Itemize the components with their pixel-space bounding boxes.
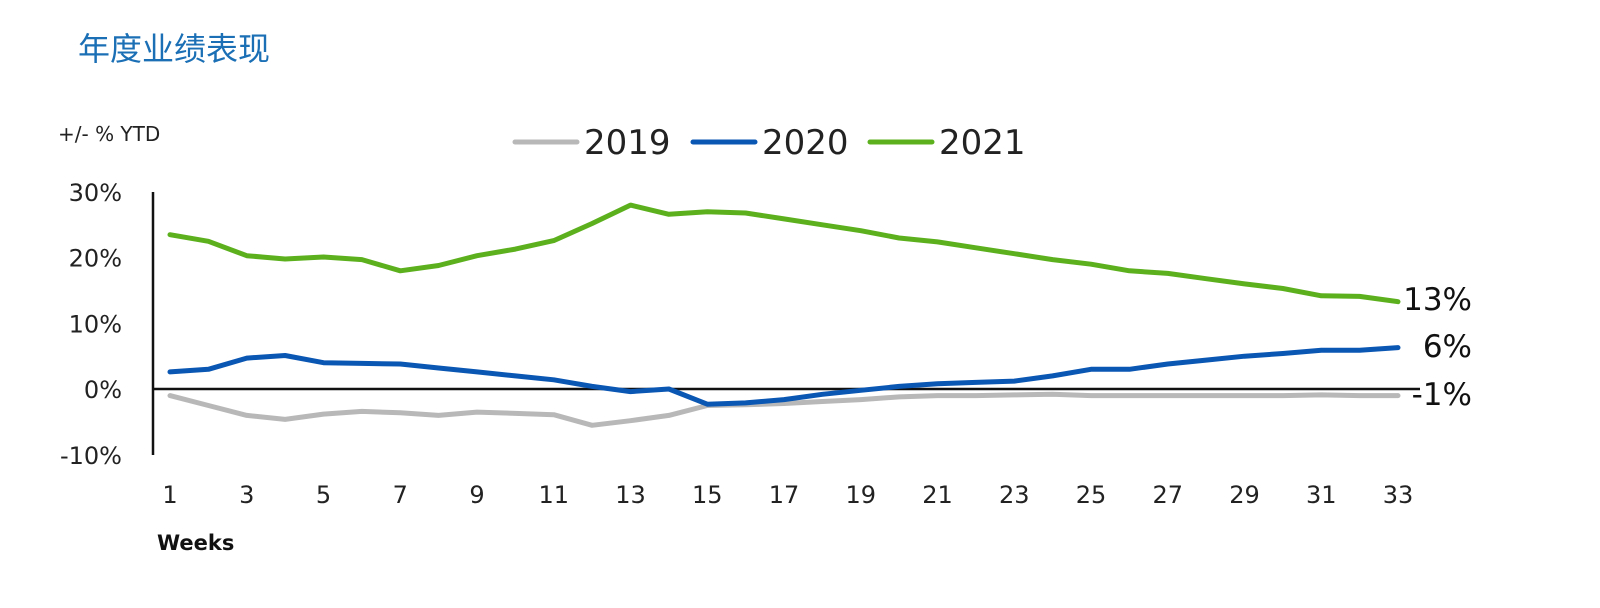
x-tick-label: 3 — [239, 481, 254, 509]
x-tick-label: 11 — [538, 481, 569, 509]
x-tick-label: 15 — [692, 481, 723, 509]
x-tick-label: 13 — [615, 481, 646, 509]
x-tick-label: 33 — [1383, 481, 1414, 509]
series-line-2021 — [167, 202, 1401, 305]
x-tick-label: 21 — [922, 481, 953, 509]
legend-label-2021: 2021 — [939, 123, 1026, 163]
end-label-2019: -1% — [1412, 377, 1472, 413]
y-tick-labels: -10% 0% 10% 20% 30% — [60, 179, 122, 470]
x-tick-label: 17 — [769, 481, 800, 509]
x-axis-label: Weeks — [157, 531, 234, 555]
series-lines — [167, 202, 1401, 428]
x-tick-label: 25 — [1076, 481, 1107, 509]
legend-label-2020: 2020 — [762, 123, 849, 163]
series-line-2019 — [167, 391, 1401, 428]
x-tick-label: 27 — [1152, 481, 1183, 509]
y-tick-label: 30% — [69, 179, 122, 207]
legend-label-2019: 2019 — [584, 123, 671, 163]
end-label-2020: 6% — [1423, 329, 1472, 365]
x-tick-label: 1 — [162, 481, 177, 509]
series-line-2020 — [167, 345, 1401, 407]
y-tick-label: 10% — [69, 310, 122, 338]
x-tick-label: 5 — [316, 481, 331, 509]
y-tick-label: 20% — [69, 245, 122, 273]
end-labels: -1% 6% 13% — [1403, 282, 1472, 413]
x-tick-label: 9 — [469, 481, 484, 509]
y-tick-label: 0% — [84, 376, 122, 404]
x-tick-label: 31 — [1306, 481, 1337, 509]
x-tick-label: 19 — [845, 481, 876, 509]
legend: 2019 2020 2021 — [512, 123, 1026, 163]
x-tick-label: 7 — [393, 481, 408, 509]
x-tick-label: 29 — [1229, 481, 1260, 509]
end-label-2021: 13% — [1403, 282, 1472, 318]
y-tick-label: -10% — [60, 442, 122, 470]
y-axis-label: +/- % YTD — [58, 122, 160, 146]
x-tick-label: 23 — [999, 481, 1030, 509]
page-title: 年度业绩表现 — [78, 30, 271, 68]
x-tick-labels: 1 3 5 7 9 11 13 15 17 19 21 23 25 27 29 31 33 — [162, 481, 1413, 509]
